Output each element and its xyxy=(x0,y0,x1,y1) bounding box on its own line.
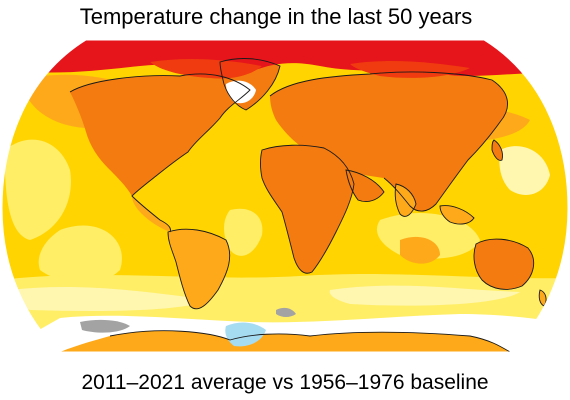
coastlines xyxy=(69,58,547,353)
pale-yellow-patch xyxy=(329,285,520,306)
no-data-gray xyxy=(80,319,130,333)
coastline-north-america xyxy=(69,73,251,233)
anomaly-field xyxy=(2,40,568,352)
coastline-greenland xyxy=(219,58,281,111)
orange-patch xyxy=(400,236,440,264)
australia xyxy=(474,239,534,290)
coastline-south-america xyxy=(167,228,231,310)
arctic-red-orange xyxy=(150,59,262,79)
light-yellow-patch xyxy=(38,225,122,284)
eurasia xyxy=(270,72,508,212)
southeast-asia xyxy=(440,205,474,225)
north-atlantic-white xyxy=(226,80,256,104)
light-yellow-patch xyxy=(224,208,263,256)
antarctic-cooling xyxy=(225,322,266,347)
coastline-eurasia xyxy=(269,71,508,212)
map-title: Temperature change in the last 50 years xyxy=(79,4,473,29)
africa xyxy=(260,145,354,274)
coastline-australia xyxy=(473,238,535,290)
pale-yellow-patch xyxy=(499,146,550,195)
coastline-antarctica xyxy=(109,330,511,353)
coastline-japan xyxy=(491,139,503,161)
map-caption: 2011–2021 average vs 1956–1976 baseline xyxy=(81,371,489,394)
globe-outline xyxy=(1,39,569,353)
coastline-southeast-asia xyxy=(439,205,475,225)
north-america xyxy=(70,73,250,196)
arabia xyxy=(346,170,384,202)
coastline-arabia xyxy=(345,169,385,203)
pale-yellow-patch xyxy=(10,287,210,311)
no-data-gray xyxy=(276,307,296,317)
coastline-india xyxy=(394,183,417,217)
light-yellow-patch xyxy=(4,139,71,240)
arctic-red-orange xyxy=(350,61,470,78)
coastline-africa xyxy=(260,144,355,274)
antarctica xyxy=(60,330,510,352)
